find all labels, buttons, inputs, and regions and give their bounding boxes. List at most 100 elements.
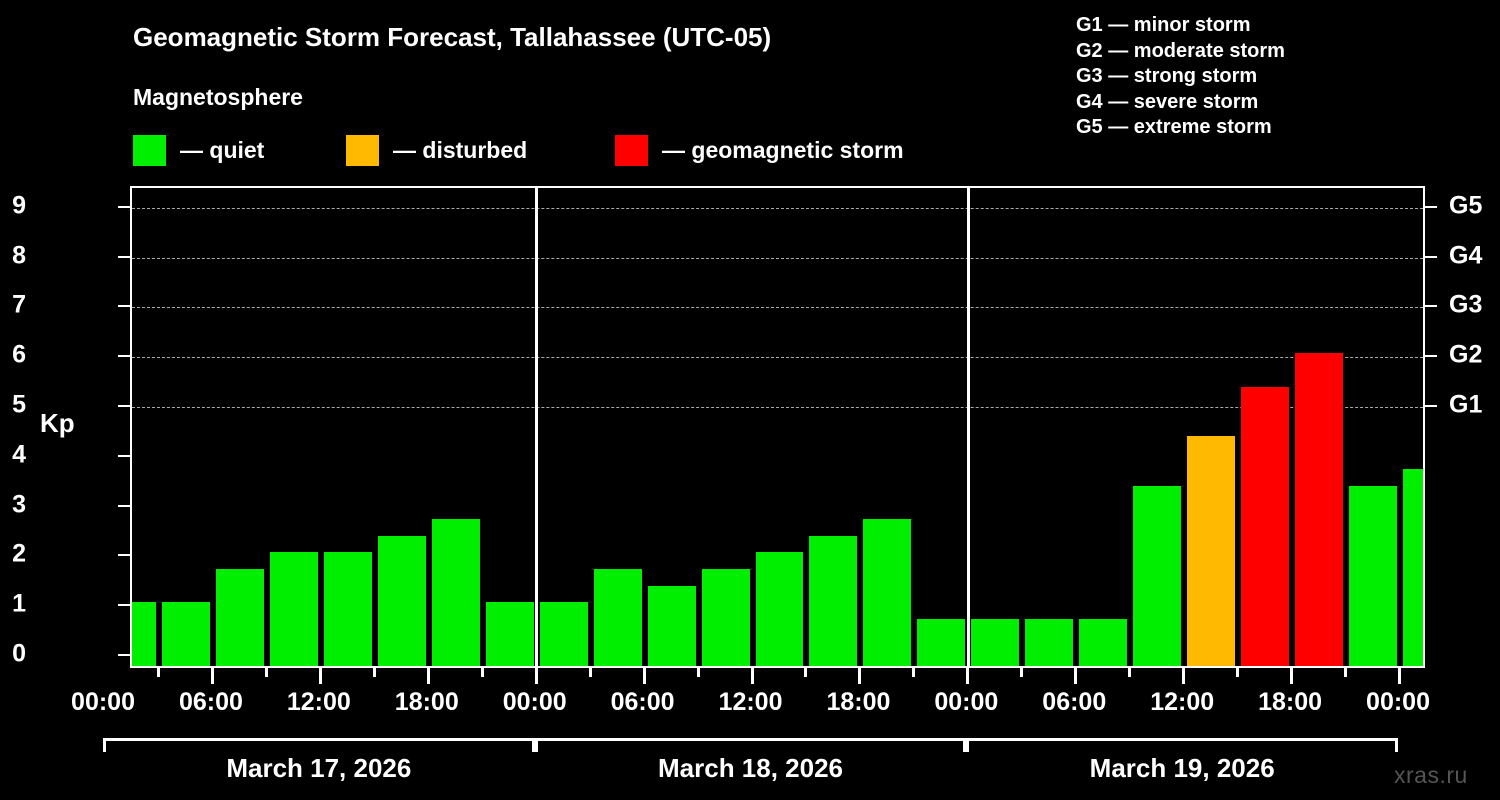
x-tick-label: 06:00 (610, 688, 675, 716)
y-tick-label-7: 7 (12, 290, 26, 319)
x-tick-mark (696, 668, 700, 677)
x-tick-mark (966, 668, 970, 684)
plot-inner (132, 188, 1423, 666)
bar (323, 552, 372, 666)
y-tick-mark (118, 205, 130, 208)
day-bracket (103, 738, 535, 752)
gridline-kp-8 (132, 257, 1423, 259)
legend-label-disturbed: — disturbed (393, 136, 528, 163)
g-legend-row-3: G3 — strong storm (1076, 65, 1258, 87)
g-tick-label-G2: G2 (1449, 340, 1483, 369)
gridline-kp-9 (132, 207, 1423, 209)
x-tick-mark (804, 668, 808, 677)
day-divider (535, 188, 539, 666)
y-tick-label-9: 9 (12, 191, 26, 220)
x-tick-mark (318, 668, 322, 684)
y-tick-label-5: 5 (12, 390, 26, 419)
x-tick-mark (858, 668, 862, 684)
x-tick-mark (1020, 668, 1024, 677)
y-tick-label-2: 2 (12, 539, 26, 568)
x-tick-mark (642, 668, 646, 684)
bar (701, 568, 750, 666)
legend-swatch-disturbed (346, 134, 379, 166)
bar (269, 552, 318, 666)
bar (485, 602, 534, 666)
x-tick-mark (1128, 668, 1132, 677)
g-legend-row-4: G4 — severe storm (1076, 90, 1259, 113)
day-label: March 17, 2026 (226, 753, 412, 783)
x-tick-label: 18:00 (394, 688, 459, 716)
x-tick-label: 18:00 (1258, 688, 1323, 716)
g-tick-label-G4: G4 (1449, 241, 1483, 270)
x-tick-label: 12:00 (1150, 688, 1215, 716)
y-tick-mark (118, 654, 130, 656)
y-tick-label-4: 4 (12, 440, 26, 469)
y-tick-label-0: 0 (12, 639, 26, 668)
bar (1241, 386, 1290, 666)
day-label: March 18, 2026 (658, 753, 844, 783)
x-tick-mark (156, 668, 160, 677)
bar (1025, 618, 1074, 666)
x-tick-mark (426, 668, 430, 684)
x-tick-mark (1398, 668, 1402, 684)
x-tick-mark (1236, 668, 1240, 677)
page-title: Geomagnetic Storm Forecast, Tallahassee … (133, 22, 772, 52)
gridline-kp-5 (132, 407, 1423, 409)
legend-entry-quiet: — quiet (133, 134, 264, 166)
legend-label-quiet: — quiet (180, 136, 265, 163)
y-tick-label-8: 8 (12, 241, 26, 270)
x-tick-mark (372, 668, 376, 677)
g-legend-row-5: G5 — extreme storm (1076, 116, 1272, 138)
x-tick-label: 12:00 (718, 688, 783, 716)
y-tick-label-6: 6 (12, 340, 26, 369)
x-tick-mark (534, 668, 538, 684)
g-legend-row-1: G1 — minor storm (1076, 14, 1251, 36)
x-tick-mark (588, 668, 592, 677)
bar (1079, 618, 1128, 666)
x-tick-label: 06:00 (178, 688, 243, 716)
bar (1295, 353, 1344, 666)
y-tick-mark (118, 255, 130, 258)
g-tick-mark (1425, 305, 1437, 308)
x-tick-mark (1074, 668, 1078, 684)
bar (431, 519, 480, 666)
bar (917, 618, 966, 666)
x-tick-label: 12:00 (286, 688, 351, 716)
x-tick-label: 18:00 (826, 688, 891, 716)
x-tick-mark (1290, 668, 1294, 684)
y-tick-mark (118, 405, 130, 408)
g-legend-row-2: G2 — moderate storm (1076, 39, 1285, 62)
g-scale-legend: G1 — minor storm G2 — moderate storm G3 — … (1076, 13, 1406, 141)
chart-subtitle: Magnetosphere (133, 84, 303, 110)
y-tick-mark (118, 604, 130, 607)
g-tick-mark (1425, 355, 1437, 358)
y-tick-mark (118, 554, 130, 557)
bar (1403, 469, 1423, 666)
bar (539, 602, 588, 666)
bar (215, 568, 264, 666)
day-label: March 19, 2026 (1089, 753, 1275, 783)
x-tick-label: 00:00 (934, 688, 999, 716)
bar (1349, 486, 1398, 666)
bar (647, 585, 696, 666)
day-bracket (534, 738, 967, 752)
bar (161, 602, 210, 666)
g-tick-mark (1425, 205, 1437, 208)
legend-entry-geomagnetic-storm: — geomagnetic storm (615, 134, 904, 166)
plot-area (130, 186, 1425, 668)
x-tick-label: 06:00 (1042, 688, 1107, 716)
x-tick-mark (264, 668, 268, 677)
bar (809, 536, 858, 666)
y-axis-title: Kp (40, 408, 75, 438)
y-tick-mark (118, 355, 130, 358)
bar (863, 519, 912, 666)
y-tick-mark (118, 504, 130, 507)
bar (755, 552, 804, 666)
x-tick-mark (210, 668, 214, 684)
x-tick-mark (480, 668, 484, 677)
x-tick-mark (1182, 668, 1186, 684)
watermark: xras.ru (1394, 762, 1468, 788)
g-tick-mark (1425, 405, 1437, 408)
legend-swatch-quiet (133, 134, 166, 166)
